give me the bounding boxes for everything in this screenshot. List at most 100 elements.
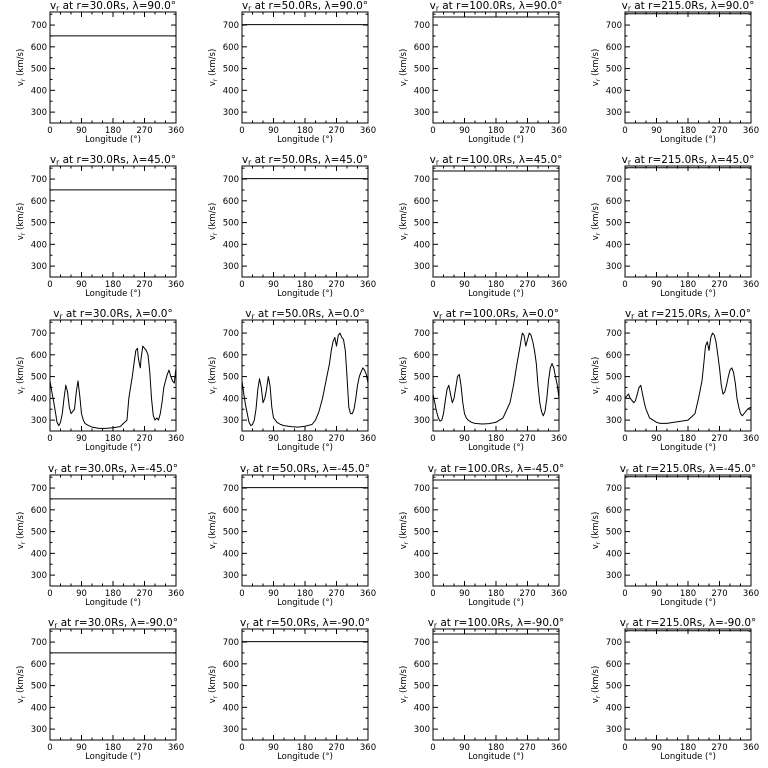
x-tick-label: 90: [459, 743, 470, 753]
x-tick-label: 270: [519, 126, 535, 136]
x-tick-label: 360: [360, 126, 376, 136]
y-tick-label: 600: [606, 351, 622, 361]
y-tick-label: 300: [223, 725, 239, 735]
x-axis-label: Longitude (°): [277, 752, 333, 762]
y-tick-label: 500: [414, 373, 430, 383]
y-tick-label: 500: [414, 219, 430, 229]
y-tick-label: 700: [606, 175, 622, 185]
y-tick-label: 700: [414, 21, 430, 31]
y-tick-label: 300: [606, 108, 622, 118]
panel-16: vr at r=215.0Rs, λ=-45.0° 0 90 180 270 360 300…: [591, 463, 759, 608]
x-tick-label: 270: [711, 126, 727, 136]
y-tick-label: 400: [414, 394, 430, 404]
panel-7: vr at r=100.0Rs, λ=45.0° 0 90 180 270 360 300 4…: [399, 154, 567, 299]
x-tick-label: 0: [430, 743, 435, 753]
y-tick-label: 700: [606, 329, 622, 339]
y-tick-label: 300: [31, 108, 47, 118]
x-tick-label: 360: [551, 126, 567, 136]
y-tick-label: 400: [606, 549, 622, 559]
x-tick-label: 0: [430, 126, 435, 136]
y-axis-label: vr (km/s): [208, 512, 219, 550]
x-tick-label: 360: [360, 280, 376, 290]
x-tick-label: 270: [328, 280, 344, 290]
x-tick-label: 360: [551, 743, 567, 753]
y-tick-label: 500: [223, 373, 239, 383]
y-tick-label: 400: [223, 394, 239, 404]
y-axis-label: vr (km/s): [16, 203, 27, 241]
y-tick-label: 300: [414, 571, 430, 581]
y-tick-label: 700: [606, 21, 622, 31]
x-axis-label: Longitude (°): [468, 752, 524, 762]
panel-title-8: vr at r=215.0Rs, λ=45.0°: [622, 154, 755, 167]
y-tick-label: 500: [414, 528, 430, 538]
x-axis-label: Longitude (°): [277, 135, 333, 145]
plot-frame: [49, 474, 177, 587]
panel-11: vr at r=100.0Rs, λ=0.0° 0 90 180 270 360 300 40…: [399, 308, 567, 453]
x-tick-label: 90: [76, 434, 87, 444]
y-tick-label: 400: [31, 86, 47, 96]
panel-20: vr at r=215.0Rs, λ=-90.0° 0 90 180 270 360 300…: [591, 617, 759, 762]
x-tick-label: 180: [105, 126, 121, 136]
y-tick-label: 300: [223, 108, 239, 118]
x-tick-label: 180: [680, 434, 696, 444]
y-tick-label: 500: [31, 373, 47, 383]
y-axis-label: vr (km/s): [399, 49, 410, 87]
x-tick-label: 0: [622, 434, 627, 444]
y-tick-label: 400: [223, 549, 239, 559]
y-axis-label: vr (km/s): [591, 666, 602, 704]
plot-frame: [241, 474, 369, 587]
x-tick-label: 180: [680, 280, 696, 290]
x-tick-label: 180: [488, 126, 504, 136]
panel-title-20: vr at r=215.0Rs, λ=-90.0°: [620, 617, 757, 630]
y-tick-label: 400: [223, 703, 239, 713]
vr-series-line: [624, 332, 752, 424]
y-tick-label: 400: [223, 86, 239, 96]
y-tick-label: 600: [606, 660, 622, 670]
y-tick-label: 400: [414, 86, 430, 96]
panel-title-19: vr at r=100.0Rs, λ=-90.0°: [428, 617, 565, 630]
x-tick-label: 0: [239, 589, 244, 599]
y-tick-label: 600: [414, 197, 430, 207]
y-axis-label: vr (km/s): [208, 203, 219, 241]
x-tick-label: 360: [551, 434, 567, 444]
x-tick-label: 0: [239, 126, 244, 136]
x-tick-label: 90: [76, 280, 87, 290]
plot-frame: [49, 11, 177, 124]
x-tick-label: 0: [430, 280, 435, 290]
panel-2: vr at r=50.0Rs, λ=90.0° 0 90 180 270 360 300 40…: [208, 0, 376, 145]
y-axis-label: vr (km/s): [16, 357, 27, 395]
y-tick-label: 400: [414, 240, 430, 250]
y-tick-label: 400: [414, 549, 430, 559]
y-tick-label: 700: [223, 484, 239, 494]
x-axis-label: Longitude (°): [85, 135, 141, 145]
panel-title-10: vr at r=50.0Rs, λ=0.0°: [245, 308, 364, 321]
x-tick-label: 0: [47, 434, 52, 444]
y-axis-label: vr (km/s): [591, 203, 602, 241]
panel-title-1: vr at r=30.0Rs, λ=90.0°: [50, 0, 176, 13]
y-tick-label: 600: [606, 43, 622, 53]
panel-title-9: vr at r=30.0Rs, λ=0.0°: [53, 308, 172, 321]
y-tick-label: 300: [606, 416, 622, 426]
y-tick-label: 400: [606, 86, 622, 96]
panel-5: vr at r=30.0Rs, λ=45.0° 0 90 180 270 360 300 40…: [16, 154, 184, 299]
x-axis-label: Longitude (°): [660, 752, 716, 762]
y-tick-label: 600: [414, 351, 430, 361]
x-tick-label: 180: [105, 434, 121, 444]
x-tick-label: 270: [519, 589, 535, 599]
vr-series-line: [241, 332, 369, 428]
x-tick-label: 90: [76, 126, 87, 136]
x-tick-label: 180: [680, 743, 696, 753]
x-tick-label: 270: [328, 743, 344, 753]
y-tick-label: 500: [31, 65, 47, 75]
y-tick-label: 700: [414, 484, 430, 494]
x-tick-label: 270: [136, 743, 152, 753]
x-tick-label: 0: [47, 280, 52, 290]
y-tick-label: 500: [223, 65, 239, 75]
x-tick-label: 270: [136, 434, 152, 444]
x-axis-label: Longitude (°): [468, 135, 524, 145]
x-axis-label: Longitude (°): [85, 289, 141, 299]
x-axis-label: Longitude (°): [660, 289, 716, 299]
panel-13: vr at r=30.0Rs, λ=-45.0° 0 90 180 270 360 300 4…: [16, 463, 184, 608]
panel-12: vr at r=215.0Rs, λ=0.0° 0 90 180 270 360 300 40…: [591, 308, 759, 453]
